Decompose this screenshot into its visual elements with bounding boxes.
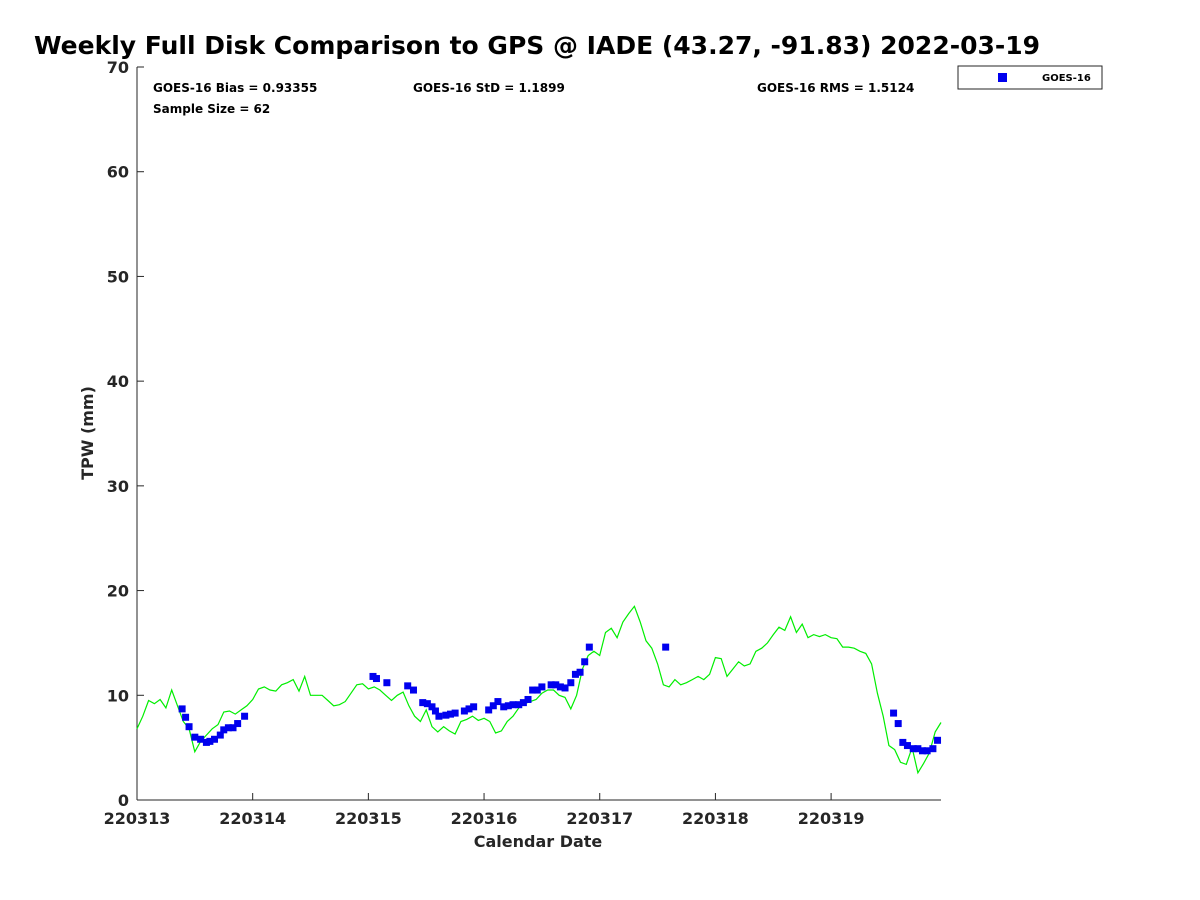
y-tick-label: 10 <box>107 686 129 705</box>
goes16-point <box>234 720 242 728</box>
goes16-point <box>519 699 527 707</box>
goes16-point <box>571 670 579 678</box>
goes16-point <box>581 658 589 666</box>
goes16-point <box>404 682 412 690</box>
stat-sample-size: Sample Size = 62 <box>153 102 270 116</box>
goes16-point <box>241 712 249 720</box>
goes16-point <box>533 686 541 694</box>
goes16-point <box>182 713 190 721</box>
goes16-point <box>918 747 926 755</box>
stat-rms: GOES-16 RMS = 1.5124 <box>757 81 914 95</box>
goes16-point <box>909 745 917 753</box>
goes16-point <box>894 720 902 728</box>
chart-title: Weekly Full Disk Comparison to GPS @ IAD… <box>34 31 1040 60</box>
goes16-point <box>206 737 214 745</box>
goes16-point <box>220 726 228 734</box>
goes16-point <box>465 705 473 713</box>
goes16-point <box>552 681 560 689</box>
goes16-point <box>423 700 431 708</box>
goes16-point <box>929 745 937 753</box>
goes16-point <box>431 707 439 715</box>
stat-std: GOES-16 StD = 1.1899 <box>413 81 565 95</box>
legend: GOES-16 <box>957 65 1103 90</box>
y-tick-label: 20 <box>107 582 129 601</box>
goes16-point <box>585 643 593 651</box>
goes16-point <box>224 724 232 732</box>
goes16-point <box>372 675 380 683</box>
goes16-point <box>903 742 911 750</box>
goes16-point <box>470 703 478 711</box>
goes16-point <box>529 686 537 694</box>
goes16-point <box>561 684 569 692</box>
goes16-point <box>914 745 922 753</box>
goes16-point <box>500 703 508 711</box>
goes16-point <box>435 712 443 720</box>
y-tick-label: 70 <box>107 58 129 77</box>
goes16-point <box>191 733 199 741</box>
x-tick-label: 220316 <box>451 809 518 828</box>
goes16-point <box>556 683 564 691</box>
y-axis-label: TPW (mm) <box>78 386 97 480</box>
y-tick-label: 50 <box>107 267 129 286</box>
ticks: 0 10 20 30 40 50 60 70 220313 220314 220315 220316 2… <box>104 58 865 828</box>
stat-bias: GOES-16 Bias = 0.93355 <box>153 81 317 95</box>
legend-box <box>957 65 1103 90</box>
series <box>136 605 942 775</box>
y-tick-label: 0 <box>118 791 129 810</box>
goes16-point <box>216 731 224 739</box>
goes16-point <box>899 738 907 746</box>
x-tick-label: 220313 <box>104 809 171 828</box>
y-tick-label: 40 <box>107 372 129 391</box>
goes16-point <box>383 679 391 687</box>
goes16-point <box>567 679 575 687</box>
goes16-point <box>524 695 532 703</box>
goes16-point <box>515 701 523 709</box>
goes16-point <box>576 668 584 676</box>
axes <box>136 67 941 801</box>
y-tick-label: 30 <box>107 477 129 496</box>
x-tick-label: 220314 <box>219 809 286 828</box>
goes16-point <box>489 702 497 710</box>
goes16-point <box>662 643 670 651</box>
goes16-point <box>409 686 417 694</box>
goes16-point <box>451 709 459 717</box>
x-axis-label: Calendar Date <box>474 832 603 851</box>
goes16-point <box>197 735 205 743</box>
goes16-point <box>229 724 237 732</box>
x-tick-label: 220319 <box>798 809 865 828</box>
goes16-point <box>419 699 427 707</box>
goes16-point <box>538 683 546 691</box>
x-tick-label: 220317 <box>566 809 633 828</box>
goes16-point <box>211 735 219 743</box>
goes16-point <box>460 707 468 715</box>
legend-label-goes16: GOES-16 <box>1042 73 1091 84</box>
goes16-point <box>547 681 555 689</box>
goes16-point <box>923 747 931 755</box>
goes16-point <box>934 736 942 744</box>
x-tick-label: 220318 <box>682 809 749 828</box>
goes16-point <box>485 706 493 714</box>
y-tick-label: 60 <box>107 163 129 182</box>
goes16-point <box>442 711 450 719</box>
gps-line <box>136 605 942 775</box>
goes16-point <box>494 698 502 706</box>
goes16-point <box>428 703 436 711</box>
goes16-point <box>185 723 193 731</box>
x-tick-label: 220315 <box>335 809 402 828</box>
goes16-point <box>178 705 186 713</box>
goes16-point <box>509 701 517 709</box>
legend-marker <box>998 73 1007 82</box>
goes16-point <box>504 702 512 710</box>
goes16-point <box>890 709 898 717</box>
goes16-point <box>447 710 455 718</box>
